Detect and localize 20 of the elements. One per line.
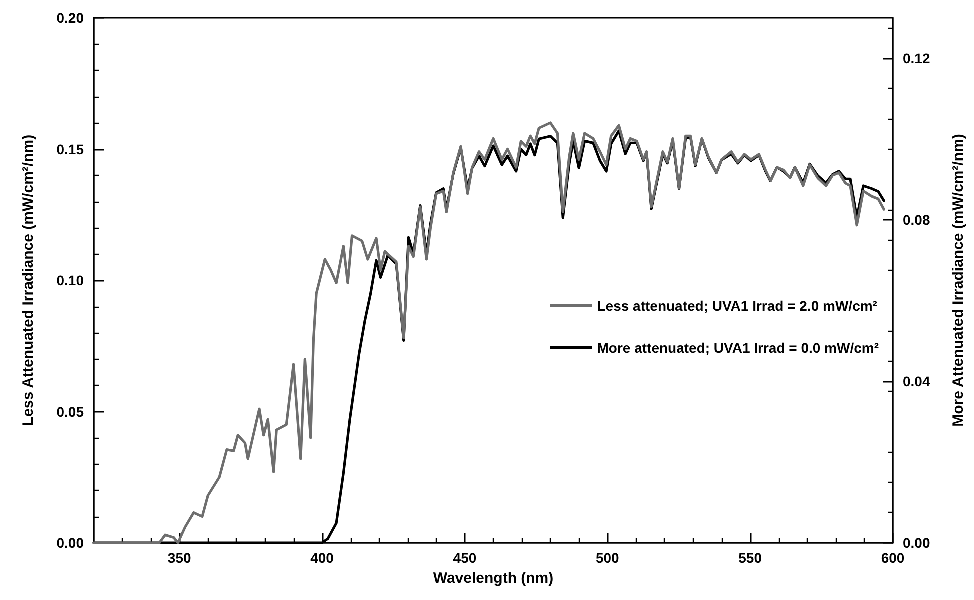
x-tick-label: 450 bbox=[453, 550, 477, 566]
x-tick-label: 600 bbox=[881, 550, 905, 566]
x-tick-label: 350 bbox=[168, 550, 192, 566]
x-tick-label: 400 bbox=[310, 550, 334, 566]
y2-axis-title: More Attenuated Irradiance (mW/cm²/nm) bbox=[950, 134, 967, 427]
legend-label: Less attenuated; UVA1 Irrad = 2.0 mW/cm² bbox=[597, 298, 878, 314]
x-tick-label: 550 bbox=[738, 550, 762, 566]
x-tick-label: 500 bbox=[596, 550, 620, 566]
y2-tick-label: 0.12 bbox=[903, 50, 930, 66]
y-tick-label: 0.20 bbox=[56, 10, 84, 26]
y-tick-label: 0.05 bbox=[56, 404, 84, 420]
y2-tick-label: 0.08 bbox=[903, 212, 930, 228]
y2-tick-label: 0.00 bbox=[903, 535, 930, 551]
y2-tick-label: 0.04 bbox=[903, 373, 930, 390]
x-axis-title: Wavelength (nm) bbox=[433, 570, 554, 587]
y-tick-label: 0.15 bbox=[56, 141, 84, 158]
legend-label: More attenuated; UVA1 Irrad = 0.0 mW/cm² bbox=[597, 340, 880, 356]
y-axis-title: Less Attenuated Irradiance (mW/cm²/nm) bbox=[20, 134, 37, 426]
y-tick-label: 0.00 bbox=[56, 535, 84, 551]
y-tick-label: 0.10 bbox=[56, 272, 84, 288]
